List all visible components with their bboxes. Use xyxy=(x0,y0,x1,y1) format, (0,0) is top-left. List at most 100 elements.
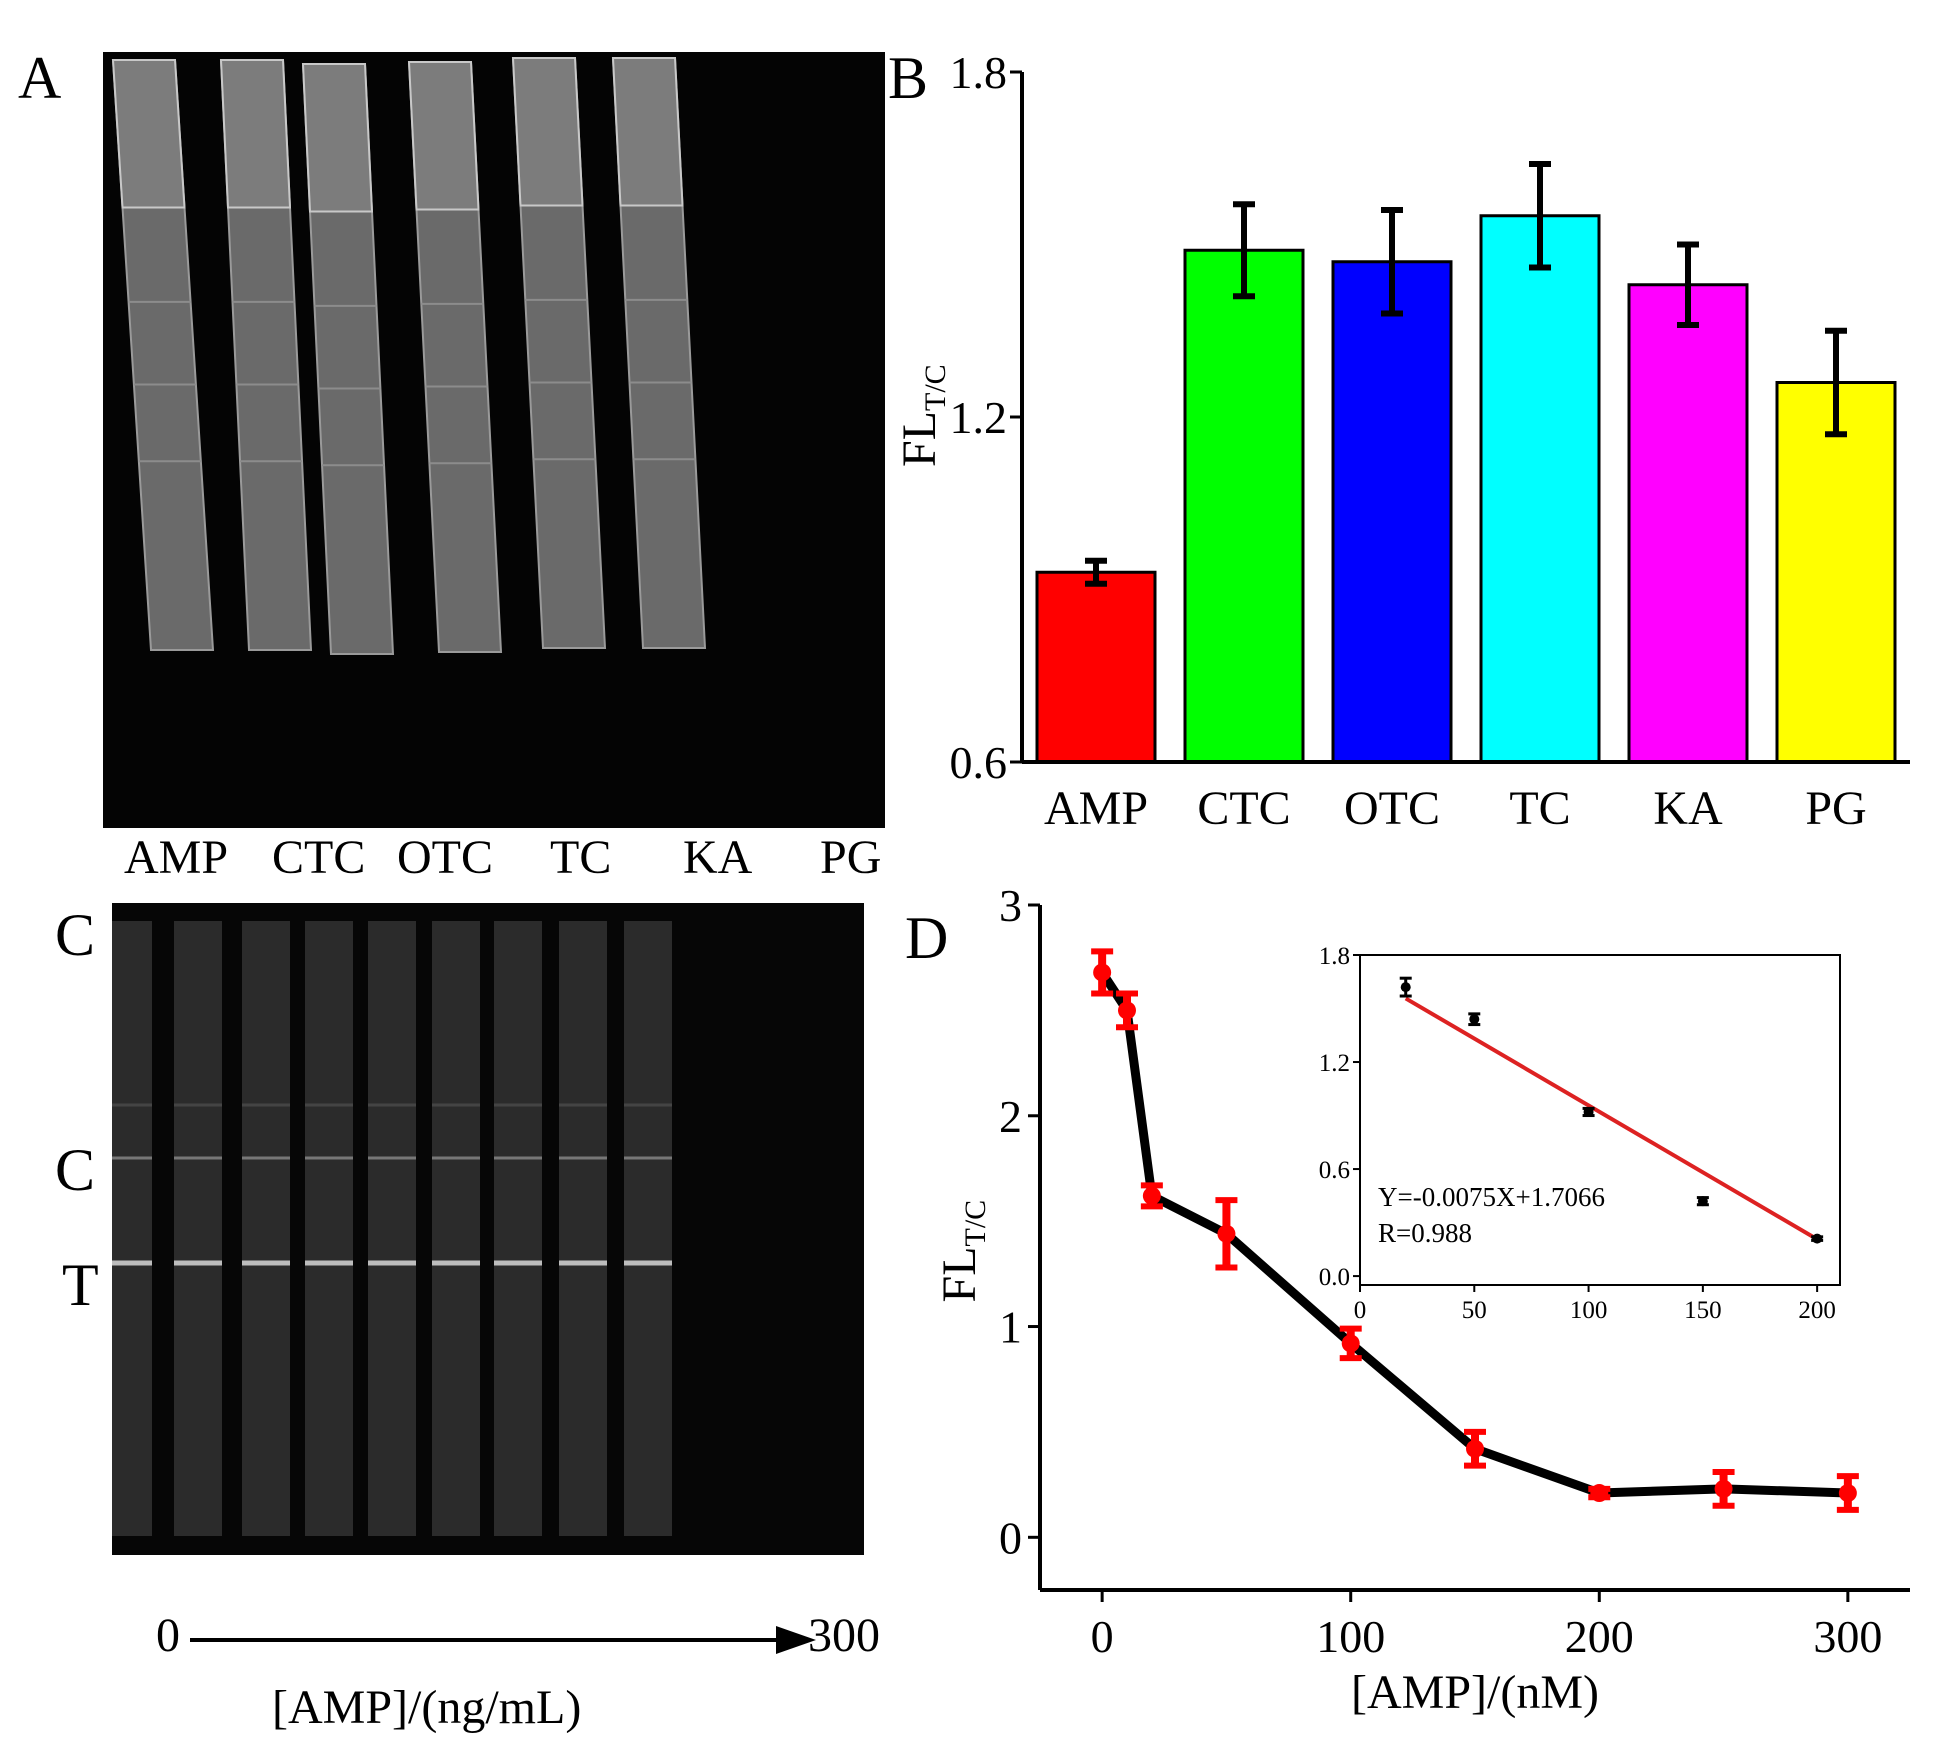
test-strip xyxy=(242,921,290,1536)
test-strip xyxy=(407,61,503,653)
strip-label: TC xyxy=(550,831,612,884)
strip-body xyxy=(242,921,290,1536)
x-tick-label: 100 xyxy=(1316,1611,1385,1662)
data-point xyxy=(1714,1479,1733,1498)
test-strip xyxy=(305,921,353,1536)
bar xyxy=(1627,283,1749,764)
strip-label: OTC xyxy=(397,831,493,884)
inset-data-point xyxy=(1697,1196,1708,1207)
bar xyxy=(1183,248,1305,764)
sample-pad xyxy=(301,63,374,213)
inset-y-tick-label: 0.6 xyxy=(1319,1157,1350,1184)
strip-label: KA xyxy=(683,831,753,884)
x-tick-label: AMP xyxy=(1044,782,1148,835)
y-tick-label: 0.6 xyxy=(950,737,1008,788)
strip-body xyxy=(494,921,542,1536)
panel-c-axis-caption: [AMP]/(ng/mL) xyxy=(272,1681,582,1734)
y-tick-label: 1.2 xyxy=(950,392,1008,443)
panel-b-bar-chart: AMP CTC OTC TC KA PG 0.6 1.2 1.8 FLT/C xyxy=(893,47,1910,835)
test-strip xyxy=(219,59,313,651)
y-axis-label: FLT/C xyxy=(893,364,952,467)
x-tick-label: 200 xyxy=(1565,1611,1634,1662)
test-strip xyxy=(111,59,215,651)
strip-label: PG xyxy=(820,831,882,884)
inset-data-point xyxy=(1400,982,1411,993)
panel-c-label: C xyxy=(55,902,96,968)
bar xyxy=(1035,570,1157,764)
y-tick-label: 2 xyxy=(999,1091,1022,1142)
data-point xyxy=(1590,1484,1609,1503)
test-strip xyxy=(368,921,416,1536)
inset-x-tick-label: 0 xyxy=(1354,1297,1367,1324)
sample-pad xyxy=(611,57,684,207)
inset-x-tick-label: 50 xyxy=(1462,1297,1487,1324)
bar xyxy=(1479,214,1601,764)
arrow-end-label: 300 xyxy=(808,1609,880,1662)
data-point xyxy=(1217,1224,1236,1243)
sample-pad xyxy=(511,57,584,207)
inset-y-tick-label: 0.0 xyxy=(1319,1264,1350,1291)
data-point xyxy=(1118,1001,1136,1020)
test-strip xyxy=(559,921,607,1536)
strip-body xyxy=(559,921,607,1536)
sample-pad xyxy=(407,61,480,211)
inset-x-tick-label: 100 xyxy=(1570,1297,1608,1324)
x-tick-label: PG xyxy=(1805,782,1866,835)
arrow-start-label: 0 xyxy=(156,1609,180,1662)
test-strip xyxy=(494,921,542,1536)
data-point xyxy=(1093,963,1112,982)
y-tick-label: 1.8 xyxy=(950,47,1008,98)
inset-x-tick-label: 200 xyxy=(1798,1297,1836,1324)
data-point xyxy=(1838,1484,1857,1503)
x-tick-label: KA xyxy=(1653,782,1723,835)
panel-d-label: D xyxy=(905,905,949,971)
inset-y-tick-label: 1.8 xyxy=(1319,943,1350,970)
test-strip xyxy=(511,57,607,649)
data-point xyxy=(1341,1334,1360,1353)
data-point xyxy=(1466,1439,1484,1458)
test-strip xyxy=(611,57,707,649)
strip-label: AMP xyxy=(124,831,229,884)
sample-pad xyxy=(111,59,186,209)
strip-body xyxy=(174,921,222,1536)
concentration-arrow xyxy=(190,1626,816,1654)
y-axis-label: FLT/C xyxy=(933,1200,992,1303)
x-tick-label: 300 xyxy=(1813,1611,1882,1662)
test-strip xyxy=(624,921,672,1536)
panel-a-label: A xyxy=(18,45,62,111)
strip-body xyxy=(432,921,480,1536)
inset-r-value: R=0.988 xyxy=(1378,1218,1472,1248)
test-strip xyxy=(301,63,395,655)
inset-equation: Y=-0.0075X+1.7066 xyxy=(1378,1182,1605,1212)
x-tick-label: CTC xyxy=(1197,782,1290,835)
inset-y-tick-label: 1.2 xyxy=(1319,1050,1350,1077)
test-strip xyxy=(174,921,222,1536)
t-line-label: T xyxy=(62,1252,99,1318)
inset-chart: 0.0 0.6 1.2 1.8 0 50 100 150 200 Y=-0.0075X+1.706… xyxy=(1319,943,1841,1324)
panel-b-label: B xyxy=(888,45,929,111)
inset-x-tick-label: 150 xyxy=(1684,1297,1722,1324)
test-strip xyxy=(432,921,480,1536)
c-line-label: C xyxy=(55,1137,96,1203)
inset-data-point xyxy=(1469,1014,1480,1025)
data-point xyxy=(1142,1186,1161,1205)
y-tick-label: 3 xyxy=(999,880,1022,931)
sample-pad xyxy=(219,59,292,209)
strip-body xyxy=(624,921,672,1536)
x-tick-label: OTC xyxy=(1344,782,1440,835)
y-tick-label: 0 xyxy=(999,1512,1022,1563)
panel-c-strip-image xyxy=(112,903,864,1555)
panel-a-strip-image xyxy=(103,52,885,828)
strip-body xyxy=(305,921,353,1536)
inset-data-point xyxy=(1812,1233,1823,1244)
strip-body xyxy=(368,921,416,1536)
inset-fit-line xyxy=(1404,996,1819,1241)
inset-frame xyxy=(1359,954,1841,1286)
bar xyxy=(1331,260,1453,764)
test-strip xyxy=(112,921,152,1536)
bar xyxy=(1775,381,1897,764)
y-tick-label: 1 xyxy=(999,1302,1022,1353)
x-tick-label: TC xyxy=(1509,782,1570,835)
inset-data-point xyxy=(1583,1106,1594,1117)
